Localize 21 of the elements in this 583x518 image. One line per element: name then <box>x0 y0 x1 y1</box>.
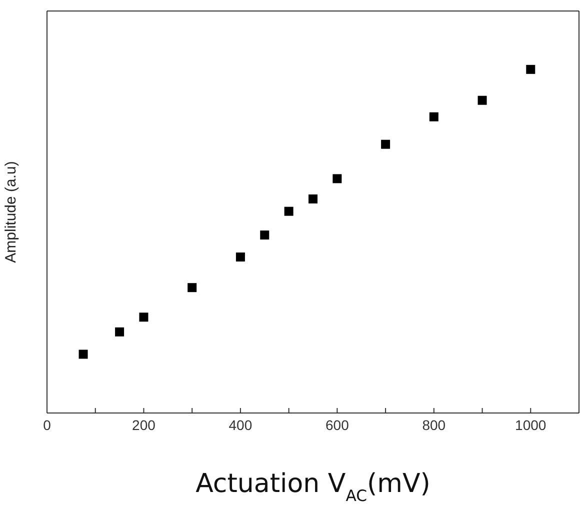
point <box>332 174 342 184</box>
x-tick-label: 600 <box>326 416 350 433</box>
point <box>284 206 294 216</box>
point <box>139 312 148 322</box>
y-axis-title: Amplitude (a.u) <box>2 161 20 263</box>
point <box>478 96 487 105</box>
point <box>78 350 88 359</box>
x-tick-label: 800 <box>422 416 446 433</box>
point <box>308 194 318 204</box>
point <box>260 230 270 240</box>
x-tick-label: 1000 <box>515 416 546 433</box>
x-tick-label: 0 <box>43 416 52 433</box>
x-axis-title: Actuation V$_{AC}$(mV) <box>196 469 430 505</box>
point <box>236 252 245 262</box>
point <box>429 112 438 122</box>
point <box>381 140 390 149</box>
x-tick-label: 200 <box>132 416 156 433</box>
point <box>115 327 124 336</box>
point <box>526 64 536 74</box>
x-tick-label: 400 <box>228 416 252 433</box>
point <box>188 283 197 292</box>
